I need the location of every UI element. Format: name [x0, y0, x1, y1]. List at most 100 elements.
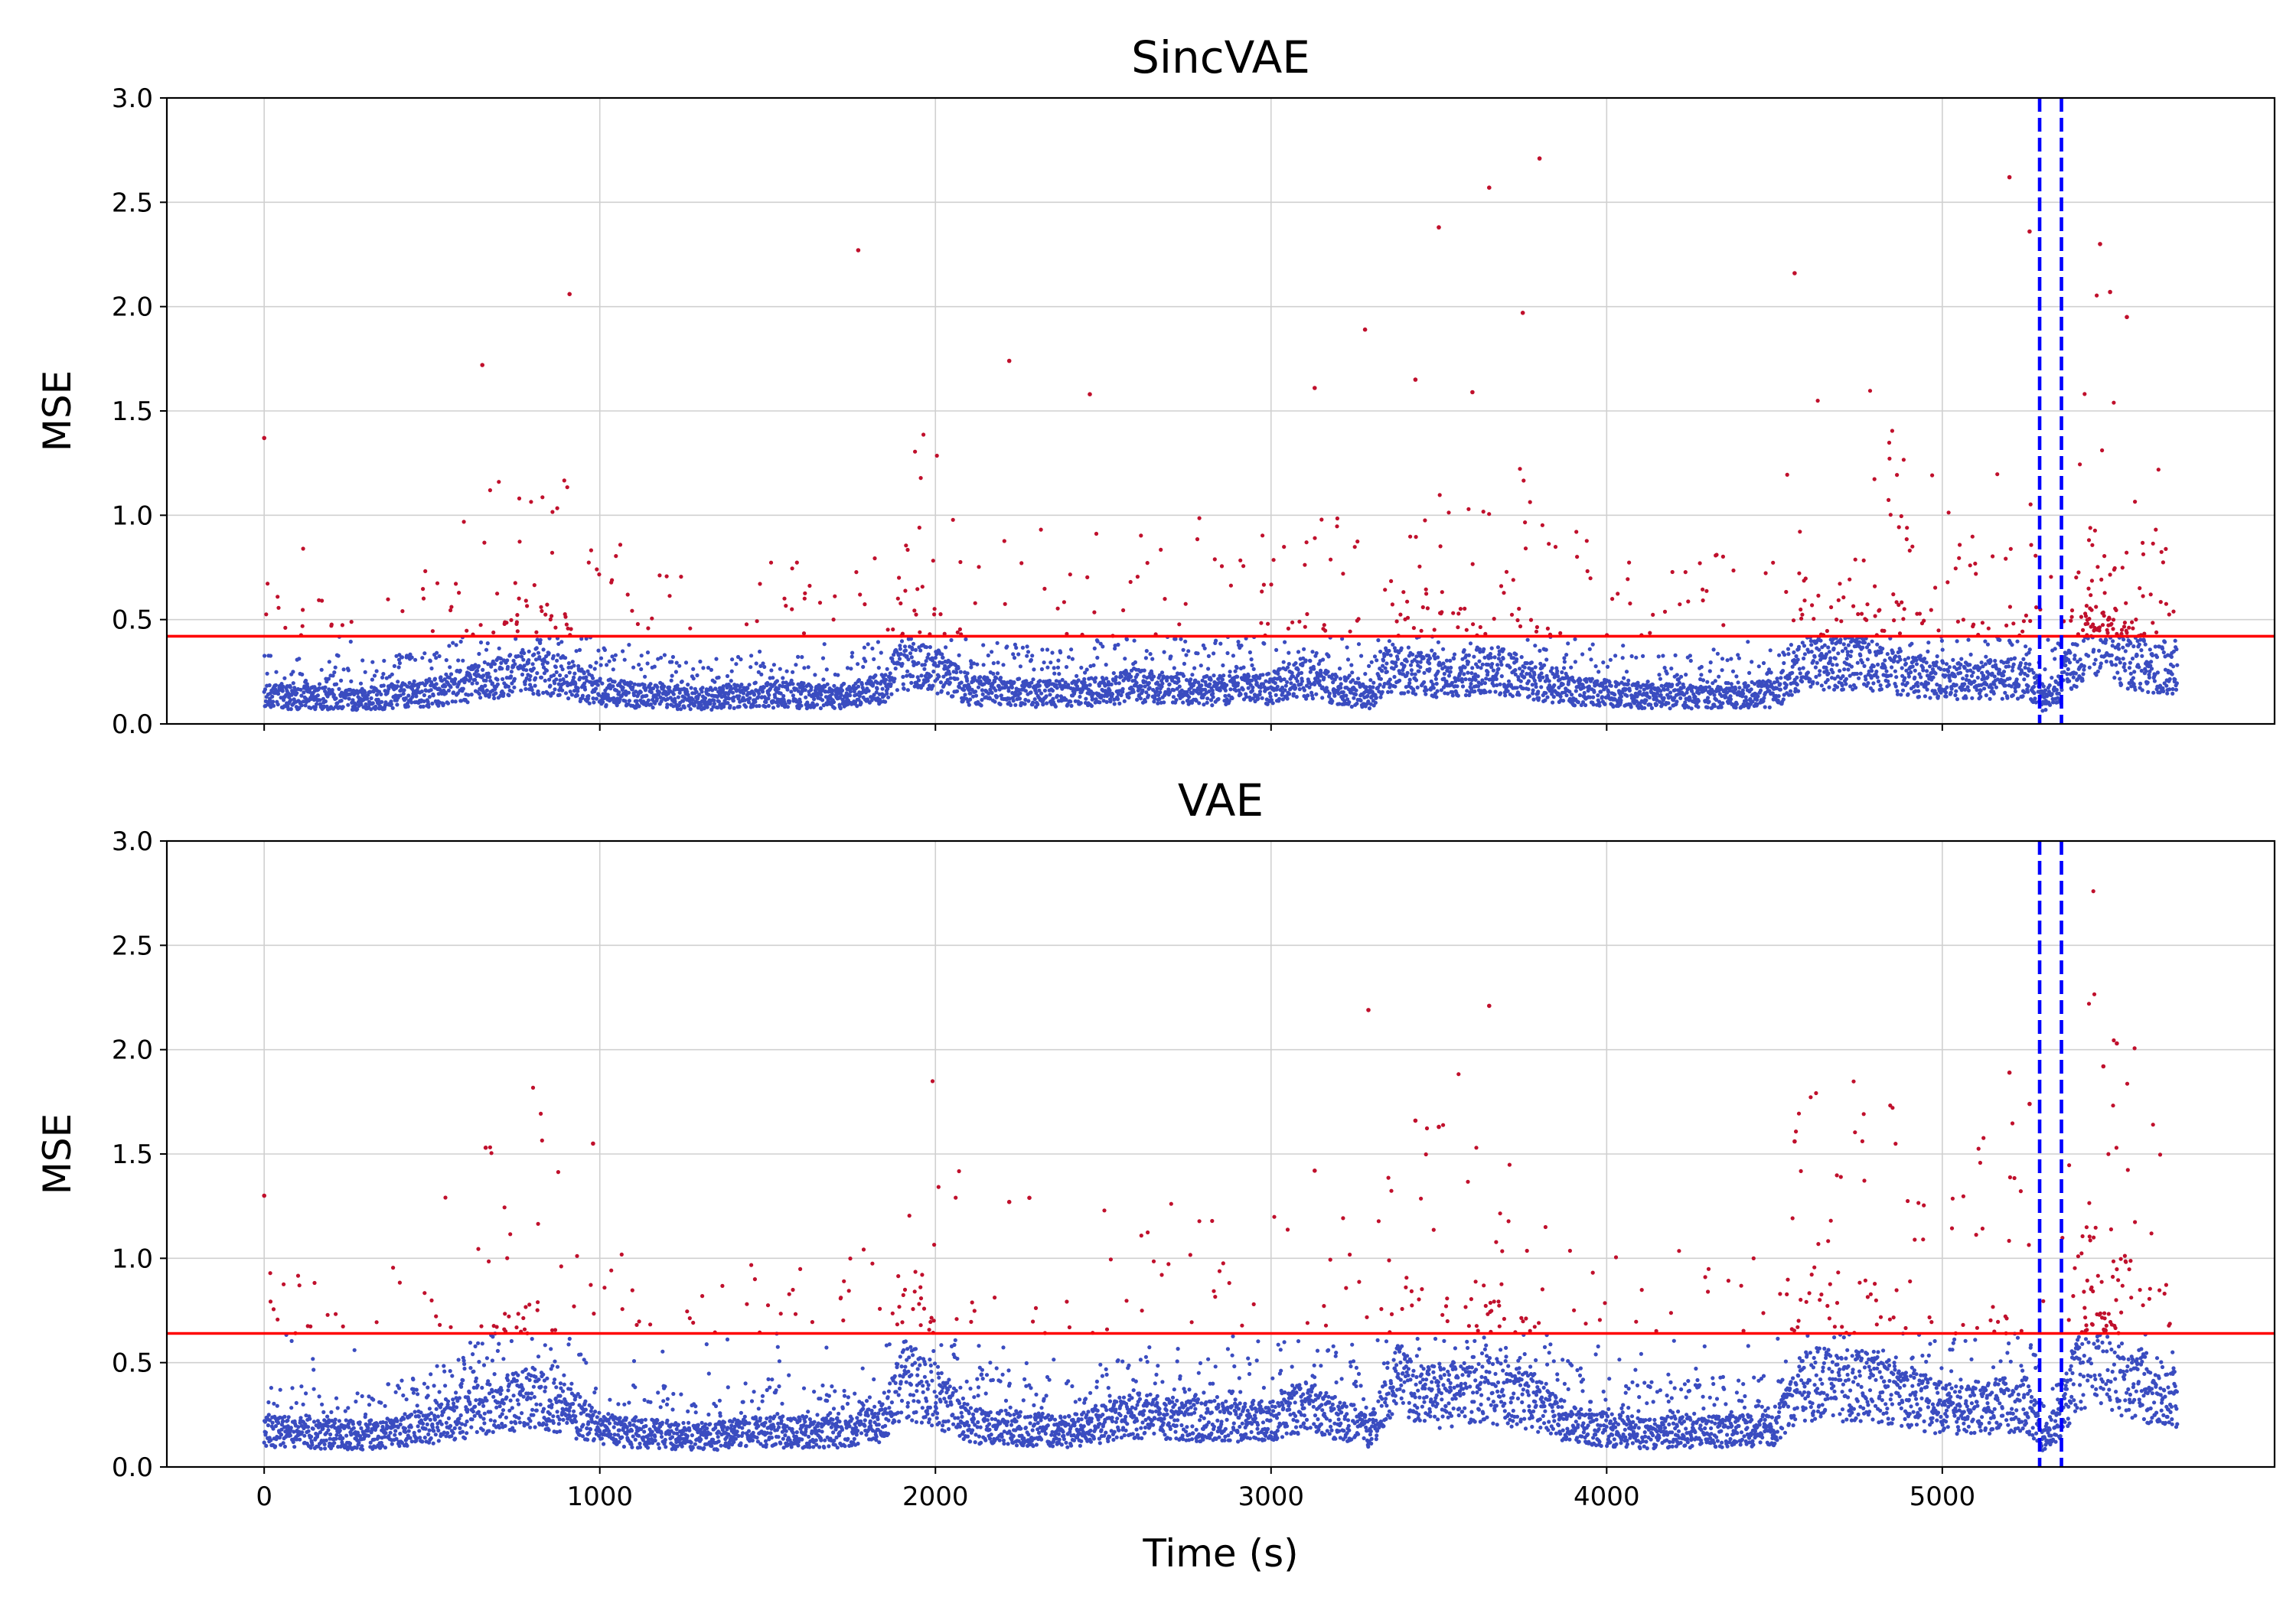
data-point — [1533, 644, 1538, 648]
data-point — [572, 663, 576, 668]
data-point — [559, 640, 564, 644]
data-point — [484, 693, 488, 698]
data-point — [1669, 667, 1674, 671]
data-point — [1460, 680, 1465, 684]
data-point — [686, 683, 690, 687]
data-point — [744, 622, 749, 627]
data-point — [1681, 685, 1686, 689]
data-point — [577, 647, 582, 653]
data-point — [1561, 699, 1566, 703]
data-point — [920, 585, 925, 589]
data-point — [492, 696, 497, 701]
data-point — [1031, 677, 1035, 682]
data-point — [631, 693, 637, 698]
data-point — [592, 667, 597, 671]
data-point — [1097, 700, 1102, 705]
data-point — [1389, 579, 1394, 584]
data-point — [631, 685, 635, 689]
data-point — [466, 693, 471, 697]
data-point — [568, 689, 572, 694]
data-point — [1720, 554, 1725, 559]
data-point — [580, 693, 585, 698]
data-point — [427, 676, 432, 682]
data-point — [1756, 694, 1760, 699]
data-point — [436, 703, 441, 708]
data-point — [652, 664, 657, 669]
data-point — [534, 630, 539, 634]
data-point — [1662, 687, 1667, 692]
data-point — [1844, 682, 1848, 686]
data-point — [347, 696, 351, 701]
data-point — [398, 693, 403, 698]
data-point — [271, 703, 276, 708]
data-point — [401, 691, 406, 696]
data-point — [1411, 652, 1415, 657]
data-point — [1737, 656, 1741, 660]
data-point — [547, 677, 552, 682]
data-point — [1220, 677, 1225, 682]
data-point — [1297, 619, 1302, 624]
data-point — [1797, 667, 1802, 671]
data-point — [484, 678, 488, 683]
data-point — [1780, 669, 1786, 673]
data-point — [1241, 687, 1245, 692]
data-point — [626, 690, 631, 695]
data-point — [954, 689, 960, 693]
data-point — [1816, 593, 1821, 598]
data-point — [542, 671, 547, 676]
data-point — [1789, 643, 1793, 647]
data-point — [1802, 656, 1806, 661]
data-point — [1287, 692, 1292, 696]
data-point — [1299, 670, 1304, 676]
data-point — [1841, 595, 1846, 600]
data-point — [1572, 680, 1577, 684]
data-point — [1584, 539, 1589, 543]
data-point — [406, 704, 410, 709]
data-point — [1499, 691, 1503, 696]
data-point — [1540, 523, 1544, 527]
data-point — [1613, 693, 1617, 697]
data-point — [432, 676, 438, 681]
data-point — [1148, 652, 1153, 657]
data-point — [1005, 644, 1009, 649]
data-point — [999, 693, 1003, 698]
data-point — [990, 690, 994, 696]
data-point — [1138, 696, 1143, 701]
data-point — [1159, 670, 1165, 675]
data-point — [554, 677, 559, 682]
data-point — [1918, 654, 1923, 658]
data-point — [536, 693, 541, 697]
data-point — [1181, 647, 1186, 652]
data-point — [429, 666, 434, 671]
data-point — [564, 673, 569, 679]
data-point — [1905, 526, 1910, 530]
data-point — [550, 614, 554, 618]
data-point — [540, 608, 544, 614]
data-point — [1368, 678, 1373, 683]
data-point — [1420, 605, 1425, 610]
data-point — [280, 689, 285, 693]
data-point — [858, 592, 863, 597]
data-point — [644, 693, 649, 698]
data-point — [1864, 677, 1868, 682]
data-point — [993, 680, 997, 684]
data-point — [1875, 675, 1880, 680]
data-point — [464, 677, 468, 682]
data-point — [680, 680, 684, 684]
data-point — [947, 680, 952, 685]
data-point — [1135, 575, 1140, 579]
data-point — [1381, 658, 1386, 663]
data-point — [914, 612, 918, 617]
data-point — [1261, 533, 1265, 538]
data-point — [1355, 701, 1359, 706]
data-point — [1815, 399, 1820, 403]
data-point — [1183, 639, 1188, 644]
data-point — [593, 686, 598, 691]
data-point — [737, 694, 742, 699]
data-point — [1259, 621, 1264, 625]
data-point — [759, 672, 764, 677]
data-point — [781, 693, 786, 699]
data-point — [624, 689, 628, 694]
data-point — [1488, 651, 1492, 657]
data-point — [1677, 680, 1681, 685]
